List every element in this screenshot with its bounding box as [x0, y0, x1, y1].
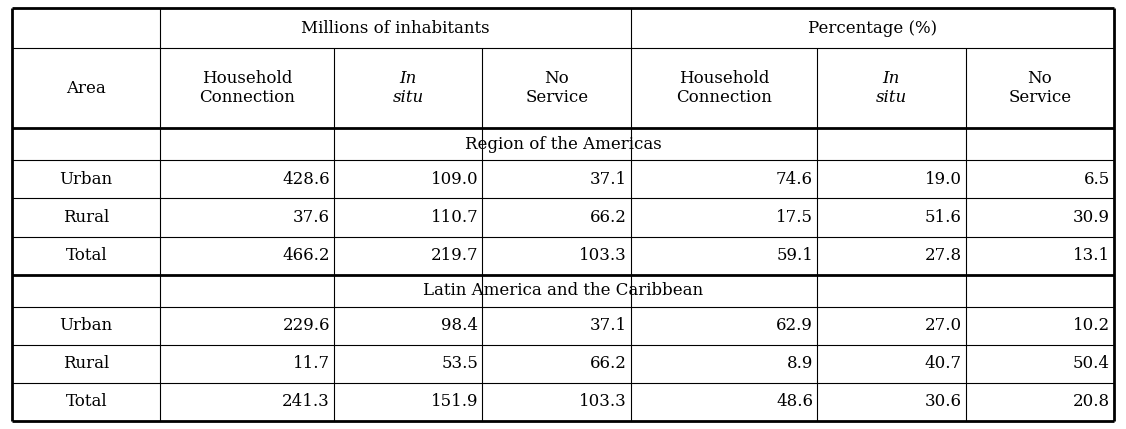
Text: 30.9: 30.9 — [1073, 209, 1110, 226]
Text: 27.8: 27.8 — [924, 247, 962, 264]
Text: 466.2: 466.2 — [283, 247, 330, 264]
Text: 30.6: 30.6 — [924, 393, 962, 411]
Text: Total: Total — [65, 247, 107, 264]
Text: 59.1: 59.1 — [776, 247, 813, 264]
Text: Area: Area — [66, 80, 106, 97]
Text: 109.0: 109.0 — [431, 171, 479, 188]
Text: No
Service: No Service — [1008, 70, 1071, 106]
Text: 10.2: 10.2 — [1073, 317, 1110, 334]
Text: 48.6: 48.6 — [776, 393, 813, 411]
Text: 74.6: 74.6 — [776, 171, 813, 188]
Text: 13.1: 13.1 — [1073, 247, 1110, 264]
Text: 37.1: 37.1 — [590, 171, 627, 188]
Text: 103.3: 103.3 — [579, 393, 627, 411]
Text: 6.5: 6.5 — [1083, 171, 1110, 188]
Text: Rural: Rural — [63, 209, 109, 226]
Text: 51.6: 51.6 — [924, 209, 962, 226]
Text: 98.4: 98.4 — [441, 317, 479, 334]
Text: Household
Connection: Household Connection — [199, 70, 295, 106]
Text: 229.6: 229.6 — [283, 317, 330, 334]
Text: In
situ: In situ — [393, 70, 423, 106]
Text: Household
Connection: Household Connection — [676, 70, 772, 106]
Text: In
situ: In situ — [876, 70, 906, 106]
Text: No
Service: No Service — [525, 70, 588, 106]
Text: 110.7: 110.7 — [431, 209, 479, 226]
Text: Millions of inhabitants: Millions of inhabitants — [302, 20, 490, 36]
Text: 37.6: 37.6 — [293, 209, 330, 226]
Text: Latin America and the Caribbean: Latin America and the Caribbean — [423, 282, 703, 299]
Text: 40.7: 40.7 — [924, 355, 962, 372]
Text: 66.2: 66.2 — [590, 209, 627, 226]
Text: 62.9: 62.9 — [776, 317, 813, 334]
Text: Urban: Urban — [60, 171, 113, 188]
Text: 19.0: 19.0 — [924, 171, 962, 188]
Text: 428.6: 428.6 — [283, 171, 330, 188]
Text: 11.7: 11.7 — [293, 355, 330, 372]
Text: 27.0: 27.0 — [924, 317, 962, 334]
Text: 50.4: 50.4 — [1073, 355, 1110, 372]
Text: Total: Total — [65, 393, 107, 411]
Text: 66.2: 66.2 — [590, 355, 627, 372]
Text: 20.8: 20.8 — [1073, 393, 1110, 411]
Text: Region of the Americas: Region of the Americas — [465, 136, 661, 153]
Text: 53.5: 53.5 — [441, 355, 479, 372]
Text: 241.3: 241.3 — [283, 393, 330, 411]
Text: 37.1: 37.1 — [590, 317, 627, 334]
Text: 219.7: 219.7 — [431, 247, 479, 264]
Text: Percentage (%): Percentage (%) — [807, 20, 937, 36]
Text: Rural: Rural — [63, 355, 109, 372]
Text: 151.9: 151.9 — [431, 393, 479, 411]
Text: 8.9: 8.9 — [787, 355, 813, 372]
Text: Urban: Urban — [60, 317, 113, 334]
Text: 17.5: 17.5 — [776, 209, 813, 226]
Text: 103.3: 103.3 — [579, 247, 627, 264]
